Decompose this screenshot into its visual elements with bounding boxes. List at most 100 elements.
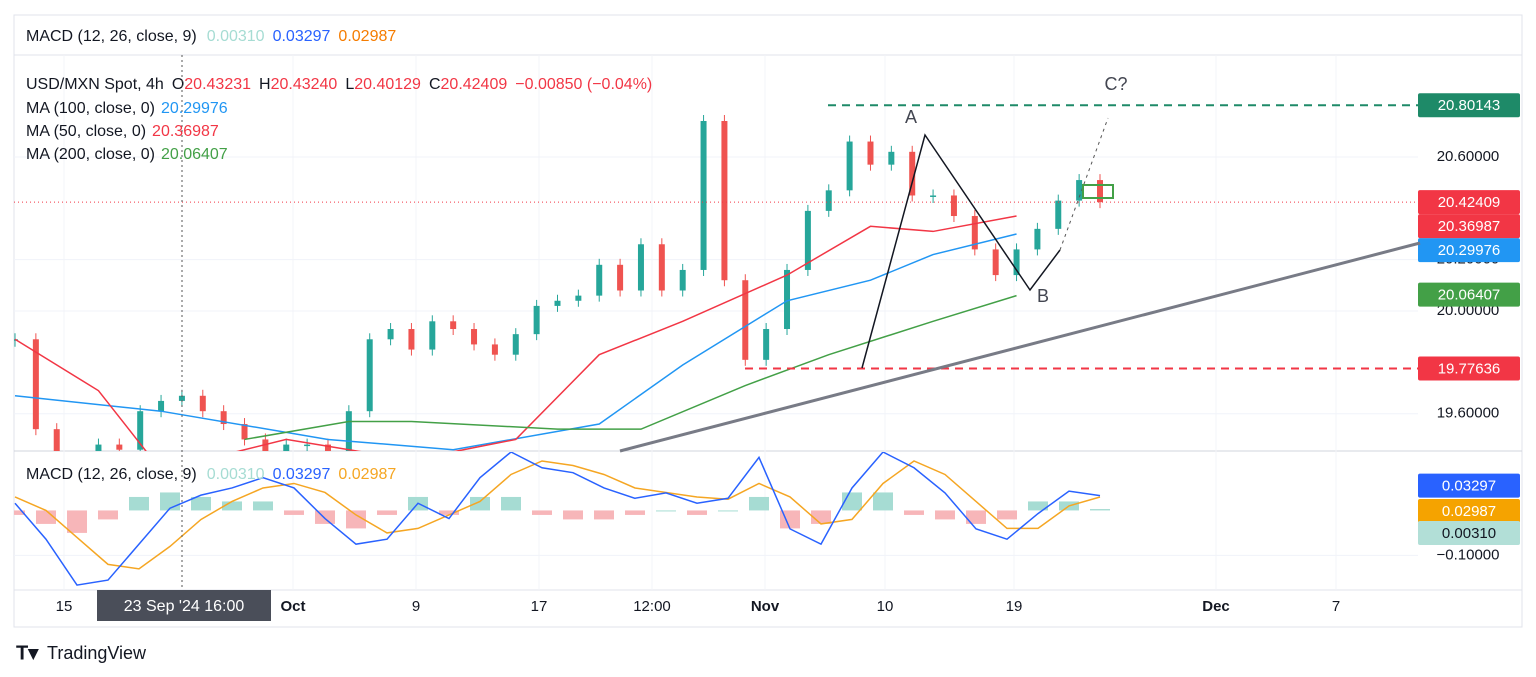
candle <box>888 151 895 165</box>
candle <box>158 400 165 412</box>
signal-line <box>14 460 1101 570</box>
candle <box>491 344 498 355</box>
histogram-bar <box>253 501 273 511</box>
x-tick-label: 15 <box>56 598 73 615</box>
histogram-bar <box>780 510 800 529</box>
price-label-bg <box>1418 356 1520 381</box>
candle <box>784 269 791 330</box>
candle <box>909 151 916 196</box>
wave-label: A <box>905 107 917 127</box>
price-label: 20.06407 <box>1438 287 1501 304</box>
candle <box>846 141 853 191</box>
ma-value: 20.29976 <box>161 100 228 117</box>
histogram-bar <box>532 510 552 515</box>
histogram-bar <box>346 510 366 529</box>
candle <box>116 444 123 450</box>
candle <box>992 249 999 276</box>
histogram-bar <box>501 496 521 511</box>
candle <box>763 329 770 360</box>
brand-logo: T▾ <box>16 642 39 664</box>
x-tick-label: Oct <box>280 598 305 615</box>
candle <box>971 216 978 250</box>
x-tick-label: Dec <box>1202 598 1230 615</box>
candle <box>304 444 311 447</box>
candle <box>512 334 519 355</box>
candle <box>554 300 561 306</box>
wave-lines <box>861 133 1061 369</box>
histogram-bar <box>687 510 707 515</box>
ma-name: MA (200, close, 0) <box>26 146 155 163</box>
x-tick-label: 17 <box>531 598 548 615</box>
histogram-bar <box>625 510 645 515</box>
ma-value: 20.36987 <box>152 123 219 140</box>
candle <box>1055 200 1062 229</box>
price-label: 19.77636 <box>1438 360 1501 377</box>
candle <box>867 141 874 165</box>
histogram-bar <box>935 510 955 520</box>
candle <box>679 269 686 291</box>
wave-label: B <box>1037 286 1049 306</box>
x-tick-label: 10 <box>877 598 894 615</box>
histogram-bar <box>749 496 769 511</box>
frame <box>13 14 1523 628</box>
wave-label: C? <box>1104 74 1127 94</box>
y-tick-label: 19.60000 <box>1437 405 1500 422</box>
histogram-bar <box>14 510 25 515</box>
moving-average <box>14 233 1017 451</box>
candle <box>617 264 624 291</box>
candle <box>429 321 436 350</box>
candle <box>1097 180 1103 203</box>
histogram-bar <box>439 510 459 515</box>
candle <box>1076 180 1083 201</box>
moving-average <box>14 215 1017 451</box>
ma-legend: MA (100, close, 0) 20.29976 <box>26 100 228 117</box>
histogram-bar <box>873 492 893 511</box>
candle <box>408 329 415 350</box>
price-label: 20.29976 <box>1438 242 1501 259</box>
macd-legend: MACD (12, 26, close, 9) 0.00310 0.03297 0.0… <box>26 466 396 483</box>
price-label-bg <box>1418 499 1520 524</box>
candle <box>575 295 582 301</box>
candle <box>804 210 811 270</box>
histogram-bar <box>904 510 924 515</box>
brand: TradingView <box>47 643 147 663</box>
candle <box>53 429 60 451</box>
candle <box>1013 249 1020 276</box>
candle <box>345 411 352 451</box>
price-label: 0.03297 <box>1442 478 1496 495</box>
histogram-bar <box>997 510 1017 520</box>
candle <box>450 321 457 330</box>
candle <box>471 329 478 345</box>
histogram-bar <box>377 510 397 515</box>
candle <box>700 121 707 270</box>
candle <box>658 244 665 291</box>
histogram-bar <box>222 501 242 511</box>
candle <box>596 264 603 296</box>
candle <box>178 395 185 401</box>
histogram-bar <box>470 496 490 511</box>
candle <box>366 339 373 412</box>
price-label: 20.42409 <box>1438 194 1501 211</box>
histogram-bar <box>191 496 211 511</box>
crosshair-label-bg <box>97 590 271 621</box>
price-label-bg <box>1418 238 1520 263</box>
candle <box>283 444 290 451</box>
price-label-bg <box>1418 282 1520 307</box>
ma-name: MA (100, close, 0) <box>26 100 155 117</box>
y-tick-label: 20.60000 <box>1437 148 1500 165</box>
candle <box>324 444 331 451</box>
histogram-bar <box>67 510 87 533</box>
price-label: 0.02987 <box>1442 503 1496 520</box>
candle <box>95 444 102 451</box>
price-label: 20.36987 <box>1438 218 1501 235</box>
candle <box>199 395 206 412</box>
price-label: 0.00310 <box>1442 525 1496 542</box>
ma-legend: MA (200, close, 0) 20.06407 <box>26 146 228 163</box>
candle <box>533 305 540 335</box>
x-tick-label: 12:00 <box>633 598 671 615</box>
candle <box>387 329 394 340</box>
symbol-legend: USD/MXN Spot, 4h O20.43231 H20.43240 L20.40… <box>26 76 652 93</box>
x-tick-label: Nov <box>751 598 780 615</box>
candle <box>1034 228 1041 250</box>
